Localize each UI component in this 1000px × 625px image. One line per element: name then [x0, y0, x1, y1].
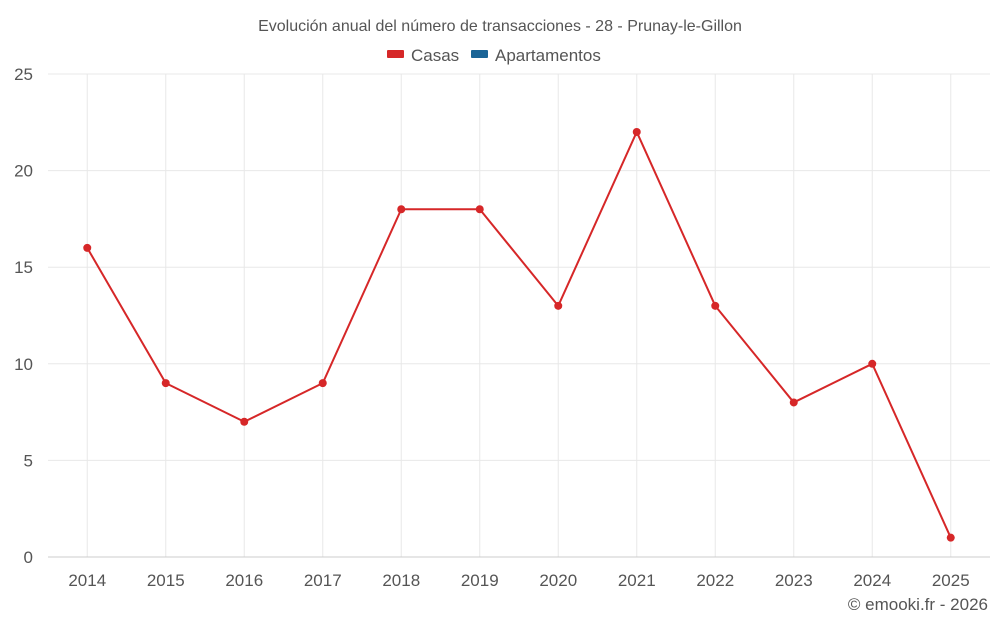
y-tick-label: 15 [14, 258, 33, 277]
data-point-casas-2021[interactable] [632, 127, 641, 136]
y-tick-label: 0 [24, 548, 33, 567]
data-point-casas-2023[interactable] [789, 398, 798, 407]
data-point-casas-2020[interactable] [554, 301, 563, 310]
x-tick-label: 2015 [147, 571, 185, 590]
data-point-casas-2024[interactable] [868, 359, 877, 368]
series-casas [83, 127, 955, 542]
x-tick-label: 2023 [775, 571, 813, 590]
grid [48, 73, 990, 557]
legend-swatch-casas [387, 50, 404, 58]
data-point-casas-2014[interactable] [83, 243, 92, 252]
legend-swatch-apartamentos [471, 50, 488, 58]
legend: Casas Apartamentos [387, 46, 601, 65]
legend-item-casas[interactable]: Casas [387, 46, 459, 65]
data-point-casas-2019[interactable] [475, 205, 484, 214]
x-tick-label: 2018 [382, 571, 420, 590]
y-tick-label: 5 [24, 451, 33, 470]
data-point-casas-2015[interactable] [161, 379, 170, 388]
y-tick-label: 25 [14, 65, 33, 84]
x-tick-label: 2014 [68, 571, 106, 590]
legend-label-casas: Casas [411, 46, 459, 65]
y-tick-label: 10 [14, 355, 33, 374]
series-line-casas [86, 130, 952, 539]
legend-item-apartamentos[interactable]: Apartamentos [471, 46, 601, 65]
x-tick-label: 2017 [304, 571, 342, 590]
data-point-casas-2017[interactable] [318, 379, 327, 388]
data-point-casas-2022[interactable] [711, 301, 720, 310]
y-axis-ticks: 0 5 10 15 20 25 [14, 65, 33, 567]
x-tick-label: 2020 [539, 571, 577, 590]
legend-label-apartamentos: Apartamentos [495, 46, 601, 65]
x-tick-label: 2022 [696, 571, 734, 590]
x-tick-label: 2016 [225, 571, 263, 590]
x-tick-label: 2021 [618, 571, 656, 590]
x-tick-label: 2019 [461, 571, 499, 590]
x-tick-label: 2024 [853, 571, 891, 590]
x-axis-ticks: 2014 2015 2016 2017 2018 2019 2020 2021 2022 2023… [68, 571, 969, 590]
data-point-casas-2018[interactable] [397, 205, 406, 214]
data-point-casas-2025[interactable] [946, 533, 955, 542]
credit-text: © emooki.fr - 2026 [848, 595, 988, 614]
data-point-casas-2016[interactable] [240, 417, 249, 426]
chart-title: Evolución anual del número de transaccio… [258, 18, 742, 35]
x-tick-label: 2025 [932, 571, 970, 590]
y-tick-label: 20 [14, 162, 33, 181]
